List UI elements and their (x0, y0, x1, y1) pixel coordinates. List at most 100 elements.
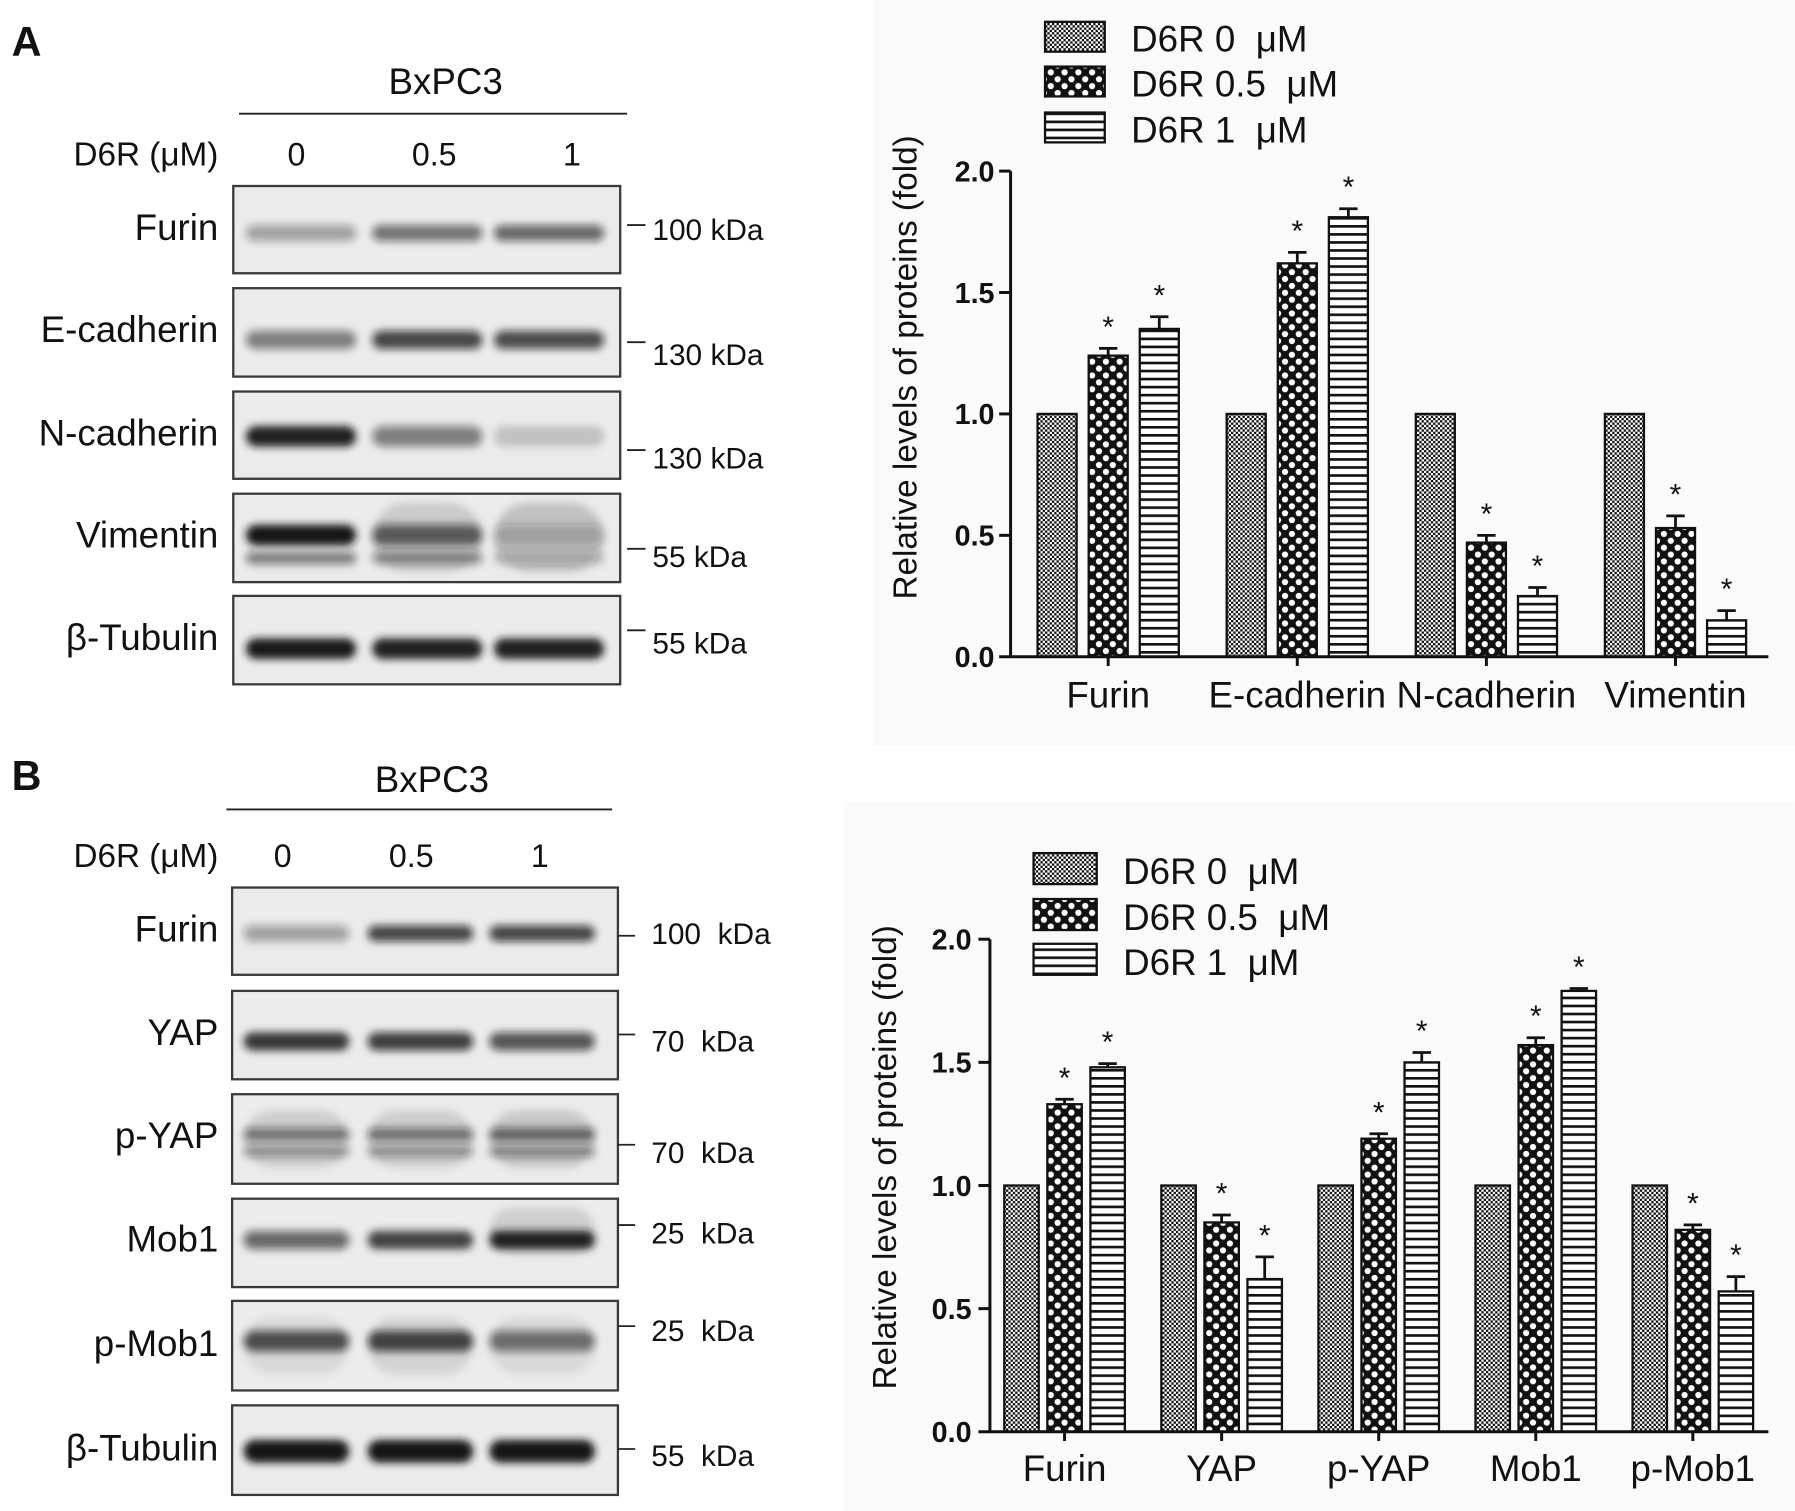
significance-asterisk: * (1291, 215, 1303, 248)
bar-p-mob1-series-1 (1631, 1184, 1669, 1433)
blot-band (372, 425, 483, 447)
western-blot-a: BxPC3 D6R (μM) 0 0.5 1 Furin E-cadherin … (39, 61, 764, 686)
lane-label: 1 (563, 136, 581, 172)
x-tick-label-p-mob1: p-Mob1 (1631, 1448, 1756, 1489)
mw-marker-label: 70 kDa (651, 1137, 754, 1170)
blot-band (245, 225, 357, 242)
panel-b: B BxPC3 D6R (μM) 0 0.5 1 Furin YAP p-YAP… (12, 753, 1769, 1497)
mw-marker-label: 70 kDa (651, 1026, 754, 1059)
lane-label: 1 (531, 838, 549, 874)
blot-band (367, 1230, 474, 1250)
row-label-mob1: Mob1 (126, 1219, 218, 1260)
blot-band (493, 524, 605, 546)
legend-label: D6R 0 μM (1123, 851, 1299, 892)
y-axis-title: Relative levels of proteins (fold) (867, 925, 904, 1389)
significance-asterisk: * (1730, 1239, 1742, 1272)
blot-band (372, 638, 483, 660)
x-tick-label-p-yap: p-YAP (1327, 1448, 1430, 1489)
blot-band (243, 1128, 350, 1141)
blot-bands-b (243, 925, 595, 1463)
blot-band (243, 1439, 350, 1463)
x-tick-label-yap: YAP (1186, 1448, 1257, 1489)
blot-band (245, 551, 357, 565)
row-label-p-yap: p-YAP (115, 1115, 218, 1156)
significance-asterisk: * (1153, 279, 1165, 312)
bar-p-mob1-series-2 (1674, 1228, 1712, 1433)
significance-asterisk: * (1532, 550, 1544, 583)
blot-band (243, 1032, 350, 1051)
y-tick-label: 1.0 (932, 1171, 972, 1203)
row-label-vimentin: Vimentin (76, 515, 218, 556)
bar-p-yap-series-1 (1317, 1184, 1355, 1433)
blot-band (367, 1128, 474, 1141)
bar-p-yap-series-3 (1403, 1061, 1441, 1433)
row-label-yap: YAP (148, 1012, 219, 1053)
x-tick-label-furin: Furin (1066, 674, 1150, 715)
legend-swatch-d6r-1 (1032, 942, 1098, 976)
y-tick-label: 1.5 (955, 278, 995, 310)
panel-a: A BxPC3 D6R (μM) 0 0.5 1 Furin E-cadheri… (12, 19, 1769, 715)
plot-area-a: * * Furin * * E-cadherin * * N-cadherin * * Vimenti… (955, 156, 1769, 715)
significance-asterisk: * (1102, 311, 1114, 344)
blot-band (367, 925, 474, 942)
row-label-furin: Furin (135, 909, 219, 950)
blot-band (243, 1146, 350, 1157)
significance-asterisk: * (1416, 1015, 1428, 1048)
row-label-beta-tubulin: β-Tubulin (66, 617, 218, 658)
bar-e-cadherin-series-2 (1276, 262, 1318, 658)
y-tick-label: 1.0 (955, 399, 995, 431)
significance-asterisk: * (1721, 573, 1733, 606)
legend-label: D6R 0.5 μM (1131, 63, 1338, 104)
legend-swatch-d6r-0 (1032, 851, 1098, 886)
bar-furin-series-3 (1138, 327, 1180, 658)
row-label-beta-tubulin: β-Tubulin (66, 1427, 218, 1468)
y-tick-label: 2.0 (955, 156, 995, 188)
western-blot-b: BxPC3 D6R (μM) 0 0.5 1 Furin YAP p-YAP M… (66, 759, 771, 1497)
blot-band (245, 524, 357, 546)
significance-asterisk: * (1687, 1187, 1699, 1220)
significance-asterisk: * (1573, 951, 1585, 984)
blot-band (489, 925, 595, 942)
y-tick-label: 2.0 (932, 925, 972, 957)
mw-marker-label: 25 kDa (651, 1217, 754, 1250)
blot-band (245, 425, 357, 447)
legend-label: D6R 1 μM (1131, 109, 1307, 150)
significance-asterisk: * (1102, 1026, 1114, 1059)
y-tick-label: 1.5 (932, 1048, 972, 1080)
legend-b: D6R 0 μM D6R 0.5 μM D6R 1 μM (1032, 851, 1330, 983)
bar-vimentin-series-3 (1705, 619, 1748, 658)
blot-band (489, 1146, 595, 1157)
x-tick-label-furin: Furin (1023, 1448, 1107, 1489)
lane-label: 0.5 (412, 136, 457, 172)
bar-yap-series-1 (1160, 1184, 1197, 1433)
legend-label: D6R 0.5 μM (1123, 897, 1330, 938)
blot-band (367, 1032, 474, 1051)
bar-n-cadherin-series-3 (1516, 594, 1559, 658)
significance-asterisk: * (1216, 1178, 1228, 1211)
mw-marker-label: 25 kDa (651, 1315, 754, 1348)
mw-marker-label: 100 kDa (651, 918, 771, 951)
bar-vimentin-series-1 (1603, 412, 1646, 658)
legend-label: D6R 1 μM (1123, 942, 1299, 983)
plot-area-b: * * Furin * * YAP * * p-YAP * * Mob1 * * p-Mob1 0.0 0.5 1… (932, 925, 1769, 1489)
legend-swatch-d6r-0-5 (1043, 65, 1106, 98)
blot-band (489, 1230, 595, 1250)
bar-n-cadherin-series-2 (1465, 541, 1508, 658)
bar-p-mob1-series-3 (1717, 1290, 1755, 1433)
blot-band (372, 225, 483, 242)
row-label-furin: Furin (135, 207, 219, 248)
cell-line-title: BxPC3 (375, 759, 489, 800)
bar-vimentin-series-2 (1654, 526, 1697, 658)
lane-label: 0 (274, 838, 292, 874)
bar-mob1-series-2 (1517, 1043, 1555, 1433)
legend-swatch-d6r-0-5 (1032, 897, 1098, 932)
significance-asterisk: * (1481, 498, 1493, 531)
blot-band (367, 1439, 474, 1463)
bar-yap-series-3 (1246, 1277, 1284, 1433)
mw-marker-label: 130 kDa (652, 339, 764, 372)
blot-band (243, 1330, 350, 1352)
bar-chart-b: D6R 0 μM D6R 0.5 μM D6R 1 μM Relative le… (867, 851, 1769, 1489)
significance-asterisk: * (1670, 478, 1682, 511)
